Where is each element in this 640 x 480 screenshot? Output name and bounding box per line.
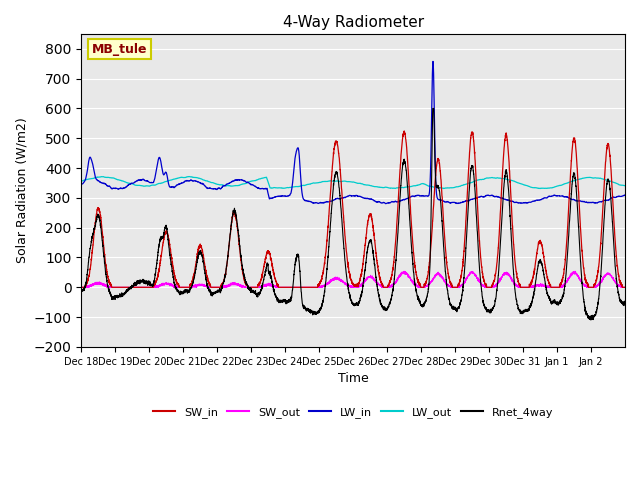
LW_out [186,174,193,180]
Line: LW_in: LW_in [81,61,625,204]
Rnet_4way [373,283,381,289]
SW_in [190,271,198,277]
LW_in [543,195,551,201]
LW_in [429,59,437,64]
Rnet_4way [529,295,537,301]
Line: SW_in: SW_in [81,131,625,288]
Text: MB_tule: MB_tule [92,43,148,56]
SW_in [403,142,410,147]
LW_in [621,192,629,198]
LW_out [190,175,198,180]
SW_in [621,285,629,290]
SW_in [529,275,537,280]
LW_out [373,184,381,190]
LW_out [502,177,510,182]
Line: Rnet_4way: Rnet_4way [81,108,625,320]
SW_in [502,134,510,140]
Rnet_4way [502,171,510,177]
Rnet_4way [621,299,629,305]
Rnet_4way [190,276,198,282]
SW_out [403,272,410,277]
LW_in [77,181,85,187]
LW_in [403,196,410,202]
Rnet_4way [77,288,85,293]
SW_in [77,285,85,290]
Title: 4-Way Radiometer: 4-Way Radiometer [283,15,424,30]
SW_out [77,285,85,290]
LW_in [373,199,381,204]
LW_out [621,183,629,189]
LW_out [543,185,551,191]
Y-axis label: Solar Radiation (W/m2): Solar Radiation (W/m2) [15,118,28,264]
Rnet_4way [587,317,595,323]
LW_out [77,178,85,184]
Line: SW_out: SW_out [81,271,625,288]
LW_in [502,197,510,203]
X-axis label: Time: Time [338,372,369,385]
SW_out [621,285,629,290]
SW_out [572,268,579,274]
SW_out [190,283,198,288]
Rnet_4way [429,106,436,111]
SW_in [400,128,408,134]
SW_in [373,260,381,265]
Rnet_4way [403,168,410,174]
LW_out [403,184,410,190]
SW_out [529,284,537,289]
SW_out [373,280,381,286]
LW_in [382,201,390,206]
Rnet_4way [543,289,551,295]
SW_in [543,273,551,279]
LW_in [529,198,537,204]
Legend: SW_in, SW_out, LW_in, LW_out, Rnet_4way: SW_in, SW_out, LW_in, LW_out, Rnet_4way [148,403,558,422]
Line: LW_out: LW_out [81,177,625,189]
LW_in [190,178,198,184]
LW_out [536,186,544,192]
SW_out [543,284,550,290]
SW_out [502,271,510,276]
LW_out [529,185,537,191]
